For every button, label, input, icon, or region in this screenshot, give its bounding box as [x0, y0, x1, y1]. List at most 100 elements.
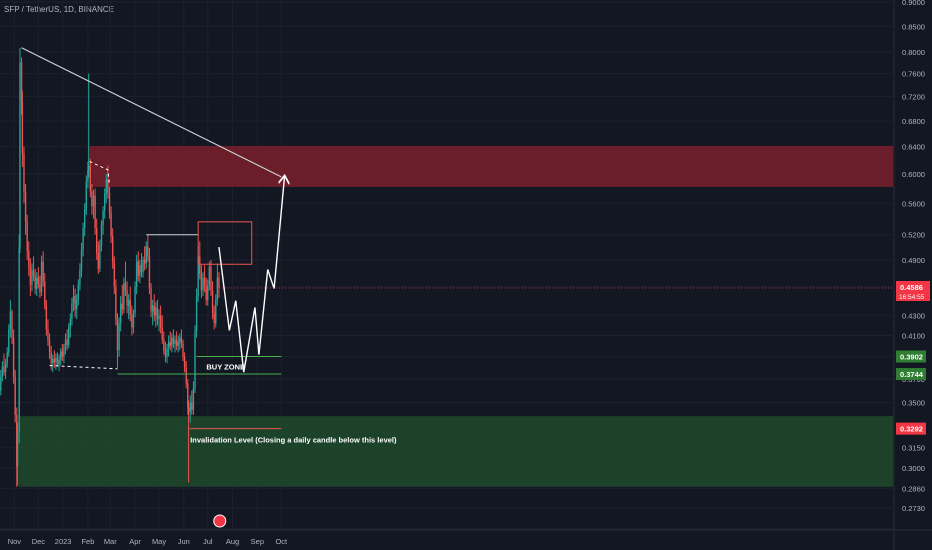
candle-body [69, 319, 72, 328]
candle-body [159, 315, 162, 328]
candle-body [118, 323, 120, 351]
candle-body [123, 283, 125, 310]
candle-body [8, 329, 10, 353]
y-tick-label: 0.5600 [902, 199, 925, 208]
x-tick-label: Feb [81, 537, 94, 546]
candle-body [50, 352, 52, 364]
candle-body [142, 259, 144, 273]
candle-body [121, 303, 123, 310]
candle-body [37, 277, 40, 284]
candle-body [111, 236, 114, 262]
candle-body [200, 273, 203, 291]
candle-body [31, 270, 33, 285]
candle-body [88, 165, 90, 170]
candle-body [199, 256, 201, 274]
target-box[interactable] [197, 221, 253, 265]
candle-body [79, 270, 81, 285]
candle-body [158, 315, 160, 320]
invalidation-price-tag [896, 422, 926, 435]
candle-body [124, 283, 127, 291]
event-marker-icon[interactable] [213, 514, 227, 528]
candle-body [97, 253, 99, 269]
support-zone [18, 416, 893, 487]
y-tick-label: 0.4900 [902, 256, 925, 265]
candle-body [48, 339, 51, 353]
candle-body [77, 284, 80, 300]
candle-body [218, 277, 220, 288]
descending-trendline[interactable] [21, 47, 282, 178]
projected-price-path[interactable] [218, 177, 285, 373]
candle-body [187, 407, 190, 413]
candle-body [0, 376, 2, 391]
buy-zone-label-bg [203, 359, 240, 373]
buy-upper-price-tag [896, 350, 926, 363]
candle-body [87, 169, 89, 182]
candle-body [115, 286, 117, 320]
candle-body [189, 402, 191, 413]
candle-body [95, 228, 98, 254]
candle-body [174, 339, 176, 344]
candle-body [132, 313, 135, 328]
candle-body [91, 191, 93, 207]
candle-body [63, 348, 65, 357]
candle-body [164, 350, 167, 357]
candle-body [103, 194, 106, 211]
buy-zone-label: BUY ZONE [206, 363, 245, 372]
candle-body [134, 286, 136, 314]
y-tick-label: 0.8000 [902, 48, 925, 57]
candle-body [89, 165, 92, 192]
candle-body [52, 358, 54, 364]
candle-body [166, 348, 168, 357]
candle-body [94, 195, 96, 229]
candle-body [208, 266, 211, 285]
candle-body [185, 367, 187, 384]
x-tick-label: May [152, 537, 166, 546]
candle-body [211, 290, 214, 314]
candle-body [34, 275, 36, 289]
candle-body [105, 179, 107, 195]
candle-body [61, 351, 64, 357]
candle-body [161, 327, 163, 340]
x-tick-label: Apr [129, 537, 141, 546]
candle-body [66, 339, 68, 345]
y-tick-label: 0.8500 [902, 22, 925, 31]
candle-body [53, 358, 56, 363]
candle-body [148, 256, 151, 289]
y-tick-label: 0.3500 [902, 399, 925, 408]
candle-body [187, 383, 189, 408]
y-tick-label: 0.9000 [902, 0, 925, 7]
candle-body [26, 221, 28, 252]
candle-body [167, 341, 170, 349]
candle-body [14, 376, 16, 415]
candle-body [100, 225, 103, 245]
y-tick-label: 0.3000 [902, 464, 925, 473]
candle-body [71, 303, 73, 320]
candle-body [153, 305, 155, 316]
candle-body [113, 261, 115, 287]
candle-body [129, 299, 131, 316]
x-tick-label: Oct [275, 537, 288, 546]
candle-body [56, 357, 59, 365]
candle-body [137, 261, 139, 276]
invalidation-price-tag-text: 0.3292 [900, 425, 923, 434]
candle-body [175, 339, 178, 346]
candle-body [102, 210, 104, 226]
candle-body [180, 337, 183, 344]
y-tick-label: 0.7600 [902, 70, 925, 79]
candle-body [143, 259, 146, 264]
y-tick-label: 0.7200 [902, 93, 925, 102]
y-tick-label: 0.6000 [902, 170, 925, 179]
candle-body [205, 286, 207, 300]
candle-body [24, 192, 27, 222]
y-tick-label: 0.3150 [902, 443, 925, 452]
candle-body [64, 339, 67, 349]
candle-body [55, 357, 57, 363]
resistance-zone [89, 145, 894, 187]
candle-body [68, 327, 70, 345]
candle-body [18, 247, 20, 433]
candle-body [210, 266, 212, 291]
candle-body [202, 277, 204, 291]
candle-body [119, 303, 122, 324]
candle-body [140, 265, 143, 273]
